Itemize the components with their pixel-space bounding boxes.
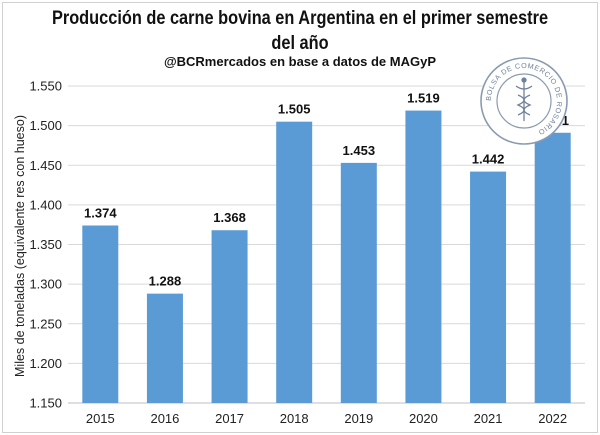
data-label: 1.519 (407, 91, 440, 106)
chart-subtitle: @BCRmercados en base a datos de MAGyP (163, 54, 437, 69)
y-tick-label: 1.300 (29, 277, 62, 292)
y-tick-label: 1.350 (29, 237, 62, 252)
data-label: 1.453 (343, 143, 376, 158)
chart-title: Producción de carne bovina en Argentina … (51, 8, 549, 54)
bar-2015 (82, 225, 119, 403)
bar-2018 (276, 121, 313, 403)
x-tick-label: 2021 (474, 411, 503, 426)
x-tick-label: 2017 (215, 411, 244, 426)
x-tick-label: 2015 (86, 411, 115, 426)
x-tick-label: 2018 (280, 411, 309, 426)
data-label: 1.374 (84, 205, 117, 220)
x-tick-label: 2016 (150, 411, 179, 426)
y-tick-label: 1.450 (29, 158, 62, 173)
bar-2020 (405, 110, 442, 403)
bar-2016 (146, 293, 183, 403)
data-label: 1.505 (278, 102, 311, 117)
y-tick-label: 1.400 (29, 197, 62, 212)
y-tick-label: 1.150 (29, 396, 62, 411)
bars (82, 110, 571, 403)
x-tick-labels: 2015 2016 2017 2018 2019 2020 2021 2022 (86, 411, 567, 426)
x-tick-label: 2020 (409, 411, 438, 426)
caduceus-icon (515, 77, 533, 121)
y-tick-label: 1.550 (29, 79, 62, 94)
bar-2017 (211, 230, 248, 403)
data-label: 1.288 (149, 274, 182, 289)
data-label: 1.368 (213, 210, 246, 225)
y-axis-title: Miles de toneladas (equivalente res con … (13, 115, 27, 377)
bar-2019 (340, 162, 377, 403)
y-tick-labels: 1.150 1.200 1.250 1.300 1.350 1.400 1.450 1.500… (29, 79, 62, 411)
x-tick-label: 2019 (344, 411, 373, 426)
bolsa-comercio-rosario-seal-logo: BOLSA DE COMERCIO DE ROSARIO (480, 57, 568, 145)
y-tick-label: 1.250 (29, 316, 62, 331)
bar-2022 (534, 132, 571, 403)
data-label: 1.442 (472, 152, 505, 167)
bar-2021 (470, 171, 507, 403)
y-tick-label: 1.200 (29, 356, 62, 371)
y-tick-label: 1.500 (29, 118, 62, 133)
x-tick-label: 2022 (538, 411, 567, 426)
